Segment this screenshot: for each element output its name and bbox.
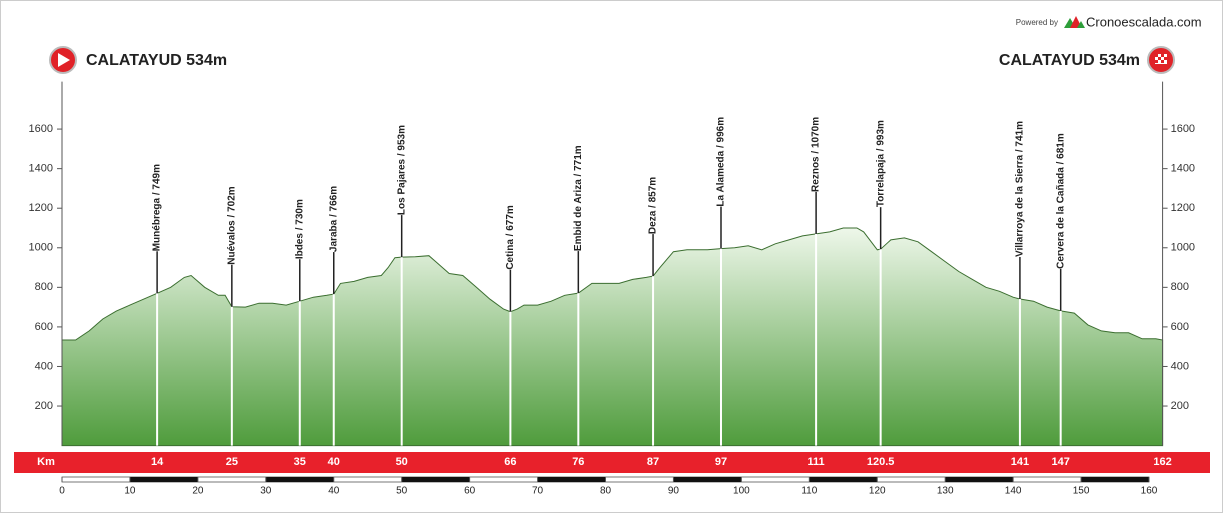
waypoint-label: Cervera de la Cañada / 681m [1055,133,1066,269]
y-tick-label-right: 1600 [1171,123,1195,135]
waypoint-label: Deza / 857m [648,177,659,234]
waypoint-label: Villarroya de la Sierra / 741m [1015,121,1026,257]
x-tick-label: 120 [869,486,886,497]
y-tick-label-right: 1400 [1171,163,1195,175]
x-tick-label: 20 [192,486,204,497]
x-tick-label: 100 [733,486,750,497]
waypoint-label: Reznos / 1070m [811,117,822,192]
start-icon [49,46,77,74]
x-tick-label: 50 [396,486,408,497]
km-marker-label: 162 [1153,456,1171,468]
km-marker-label: 66 [504,456,516,468]
y-tick-label-left: 1200 [29,202,53,214]
x-tick-label: 150 [1073,486,1090,497]
y-tick-label-left: 1600 [29,123,53,135]
waypoint-label: Jaraba / 766m [328,186,339,252]
waypoint-label: Los Pajares / 953m [396,125,407,215]
y-tick-label-left: 600 [35,321,53,333]
km-marker-label: 141 [1011,456,1029,468]
km-marker-label: 50 [396,456,408,468]
waypoint-label: Nuévalos / 702m [226,186,237,264]
finish-icon [1147,46,1175,74]
powered-by: Powered by [1016,18,1058,27]
y-tick-label-left: 200 [35,400,53,412]
waypoint-label: Cetina / 677m [505,205,516,270]
finish-title: CALATAYUD 534m [999,52,1140,69]
x-tick-label: 160 [1141,486,1158,497]
km-marker-label: 87 [647,456,659,468]
km-marker-label: 111 [808,456,825,468]
scale-segment [537,477,606,482]
km-marker-label: 40 [328,456,340,468]
km-marker-label: 25 [226,456,238,468]
scale-segment [265,477,334,482]
x-tick-label: 40 [328,486,340,497]
waypoint-label: Torrelapaja / 993m [875,120,886,207]
scale-segment [673,477,742,482]
y-tick-label-right: 1200 [1171,202,1195,214]
scale-segment [1081,477,1149,482]
y-tick-label-left: 400 [35,360,53,372]
scale-segment [401,477,470,482]
x-tick-label: 30 [260,486,272,497]
waypoint-label: Munébrega / 749m [152,164,163,251]
x-tick-label: 80 [600,486,612,497]
y-tick-label-right: 400 [1171,360,1189,372]
km-marker-label: 147 [1052,456,1070,468]
km-label: Km [37,456,55,468]
km-marker-label: 120.5 [867,456,895,468]
scale-segment [129,477,198,482]
km-marker-label: 14 [151,456,164,468]
start-title: CALATAYUD 534m [86,52,227,69]
x-tick-label: 130 [937,486,954,497]
x-tick-label: 140 [1005,486,1022,497]
scale-segment [945,477,1014,482]
y-tick-label-right: 200 [1171,400,1189,412]
km-marker-label: 76 [572,456,584,468]
elevation-area [61,227,1164,447]
x-tick-label: 10 [124,486,136,497]
y-tick-label-left: 800 [35,281,53,293]
waypoint-label: Embid de Ariza / 771m [573,145,584,251]
x-tick-label: 110 [801,486,817,497]
x-tick-label: 60 [464,486,476,497]
brand: Cronoescalada.com [1086,14,1202,29]
y-tick-label-left: 1000 [29,242,53,254]
y-tick-label-right: 1000 [1171,242,1195,254]
brand-logo [1064,16,1085,28]
x-tick-label: 0 [59,486,65,497]
scale-segment [809,477,878,482]
waypoint-label: La Alameda / 996m [716,117,727,207]
waypoint-label: Ibdes / 730m [294,199,305,259]
x-tick-label: 90 [668,486,680,497]
km-marker-label: 35 [294,456,306,468]
x-tick-label: 70 [532,486,544,497]
y-tick-label-right: 600 [1171,321,1189,333]
km-bar [14,452,1210,473]
y-tick-label-right: 800 [1171,281,1189,293]
y-tick-label-left: 1400 [29,163,53,175]
km-marker-label: 97 [715,456,727,468]
